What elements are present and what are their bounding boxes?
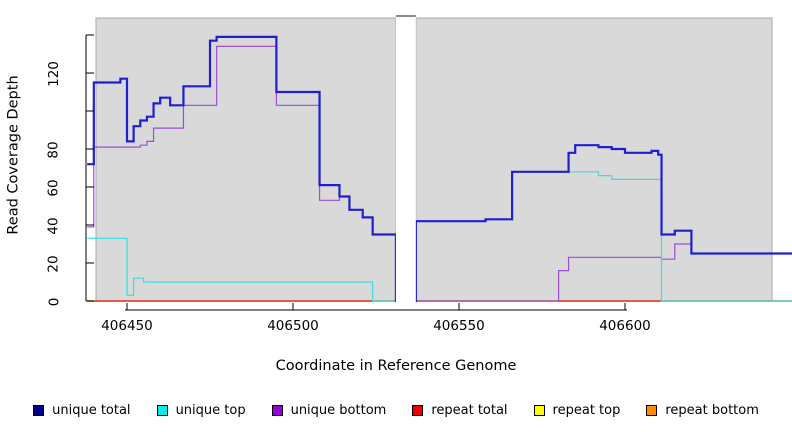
legend-swatch-icon	[271, 404, 283, 416]
series-layer	[87, 14, 792, 307]
legend-swatch-icon	[646, 404, 658, 416]
y-tick-label-text: 60	[46, 179, 62, 197]
legend-swatch-icon	[533, 404, 545, 416]
y-tick-label: 60	[34, 179, 74, 197]
legend-label: unique top	[175, 402, 246, 418]
legend-swatch-icon	[412, 404, 424, 416]
legend-item-unique-bottom: unique bottom	[271, 402, 413, 418]
discontinuity-gap	[395, 14, 416, 307]
x-tick-label: 406500	[267, 318, 319, 334]
legend-item-unique-top: unique top	[156, 402, 272, 418]
legend-item-unique-total: unique total	[33, 403, 156, 418]
legend-item-repeat-bottom: repeat bottom	[646, 403, 759, 418]
legend-swatch-icon	[33, 404, 45, 416]
legend-label: unique total	[52, 402, 131, 418]
x-tick-label: 406550	[433, 318, 485, 334]
y-tick-label: 40	[34, 217, 74, 235]
y-tick-label-text: 20	[46, 255, 62, 273]
y-tick-label: 80	[34, 141, 74, 159]
panel-background-left	[95, 17, 397, 302]
x-tick-label: 406450	[101, 318, 153, 334]
legend-label: unique bottom	[290, 402, 387, 418]
x-tick-label: 406600	[599, 318, 651, 334]
y-tick-label: 0	[34, 294, 74, 308]
legend-item-repeat-total: repeat total	[412, 403, 533, 418]
y-tick-label: 20	[34, 255, 74, 273]
legend-item-repeat-top: repeat top	[533, 402, 647, 418]
y-axis-title-text: Read Coverage Depth	[6, 75, 23, 235]
legend-label: repeat top	[552, 402, 621, 418]
series-line-unique-total	[87, 35, 792, 303]
y-tick-label-text: 80	[46, 141, 62, 159]
x-axis-title-text: Coordinate in Reference Genome	[275, 358, 517, 374]
panel-background-right	[415, 17, 773, 302]
y-tick-label-text: 40	[46, 217, 62, 235]
axis-layer	[85, 34, 627, 311]
y-axis-title: Read Coverage Depth	[0, 0, 28, 310]
chart-legend: unique total unique top unique bottom repea…	[0, 396, 792, 424]
legend-swatch-icon	[156, 404, 168, 416]
panel-top-gap-marker-overlay	[395, 15, 416, 17]
plot-panel	[95, 17, 773, 302]
y-tick-label-text: 120	[46, 61, 62, 87]
y-tick-label: 120	[34, 61, 74, 87]
legend-label: repeat bottom	[665, 402, 759, 418]
y-tick-label-text: 0	[46, 297, 62, 307]
x-axis-title: Coordinate in Reference Genome	[0, 358, 792, 374]
legend-label: repeat total	[431, 402, 508, 418]
